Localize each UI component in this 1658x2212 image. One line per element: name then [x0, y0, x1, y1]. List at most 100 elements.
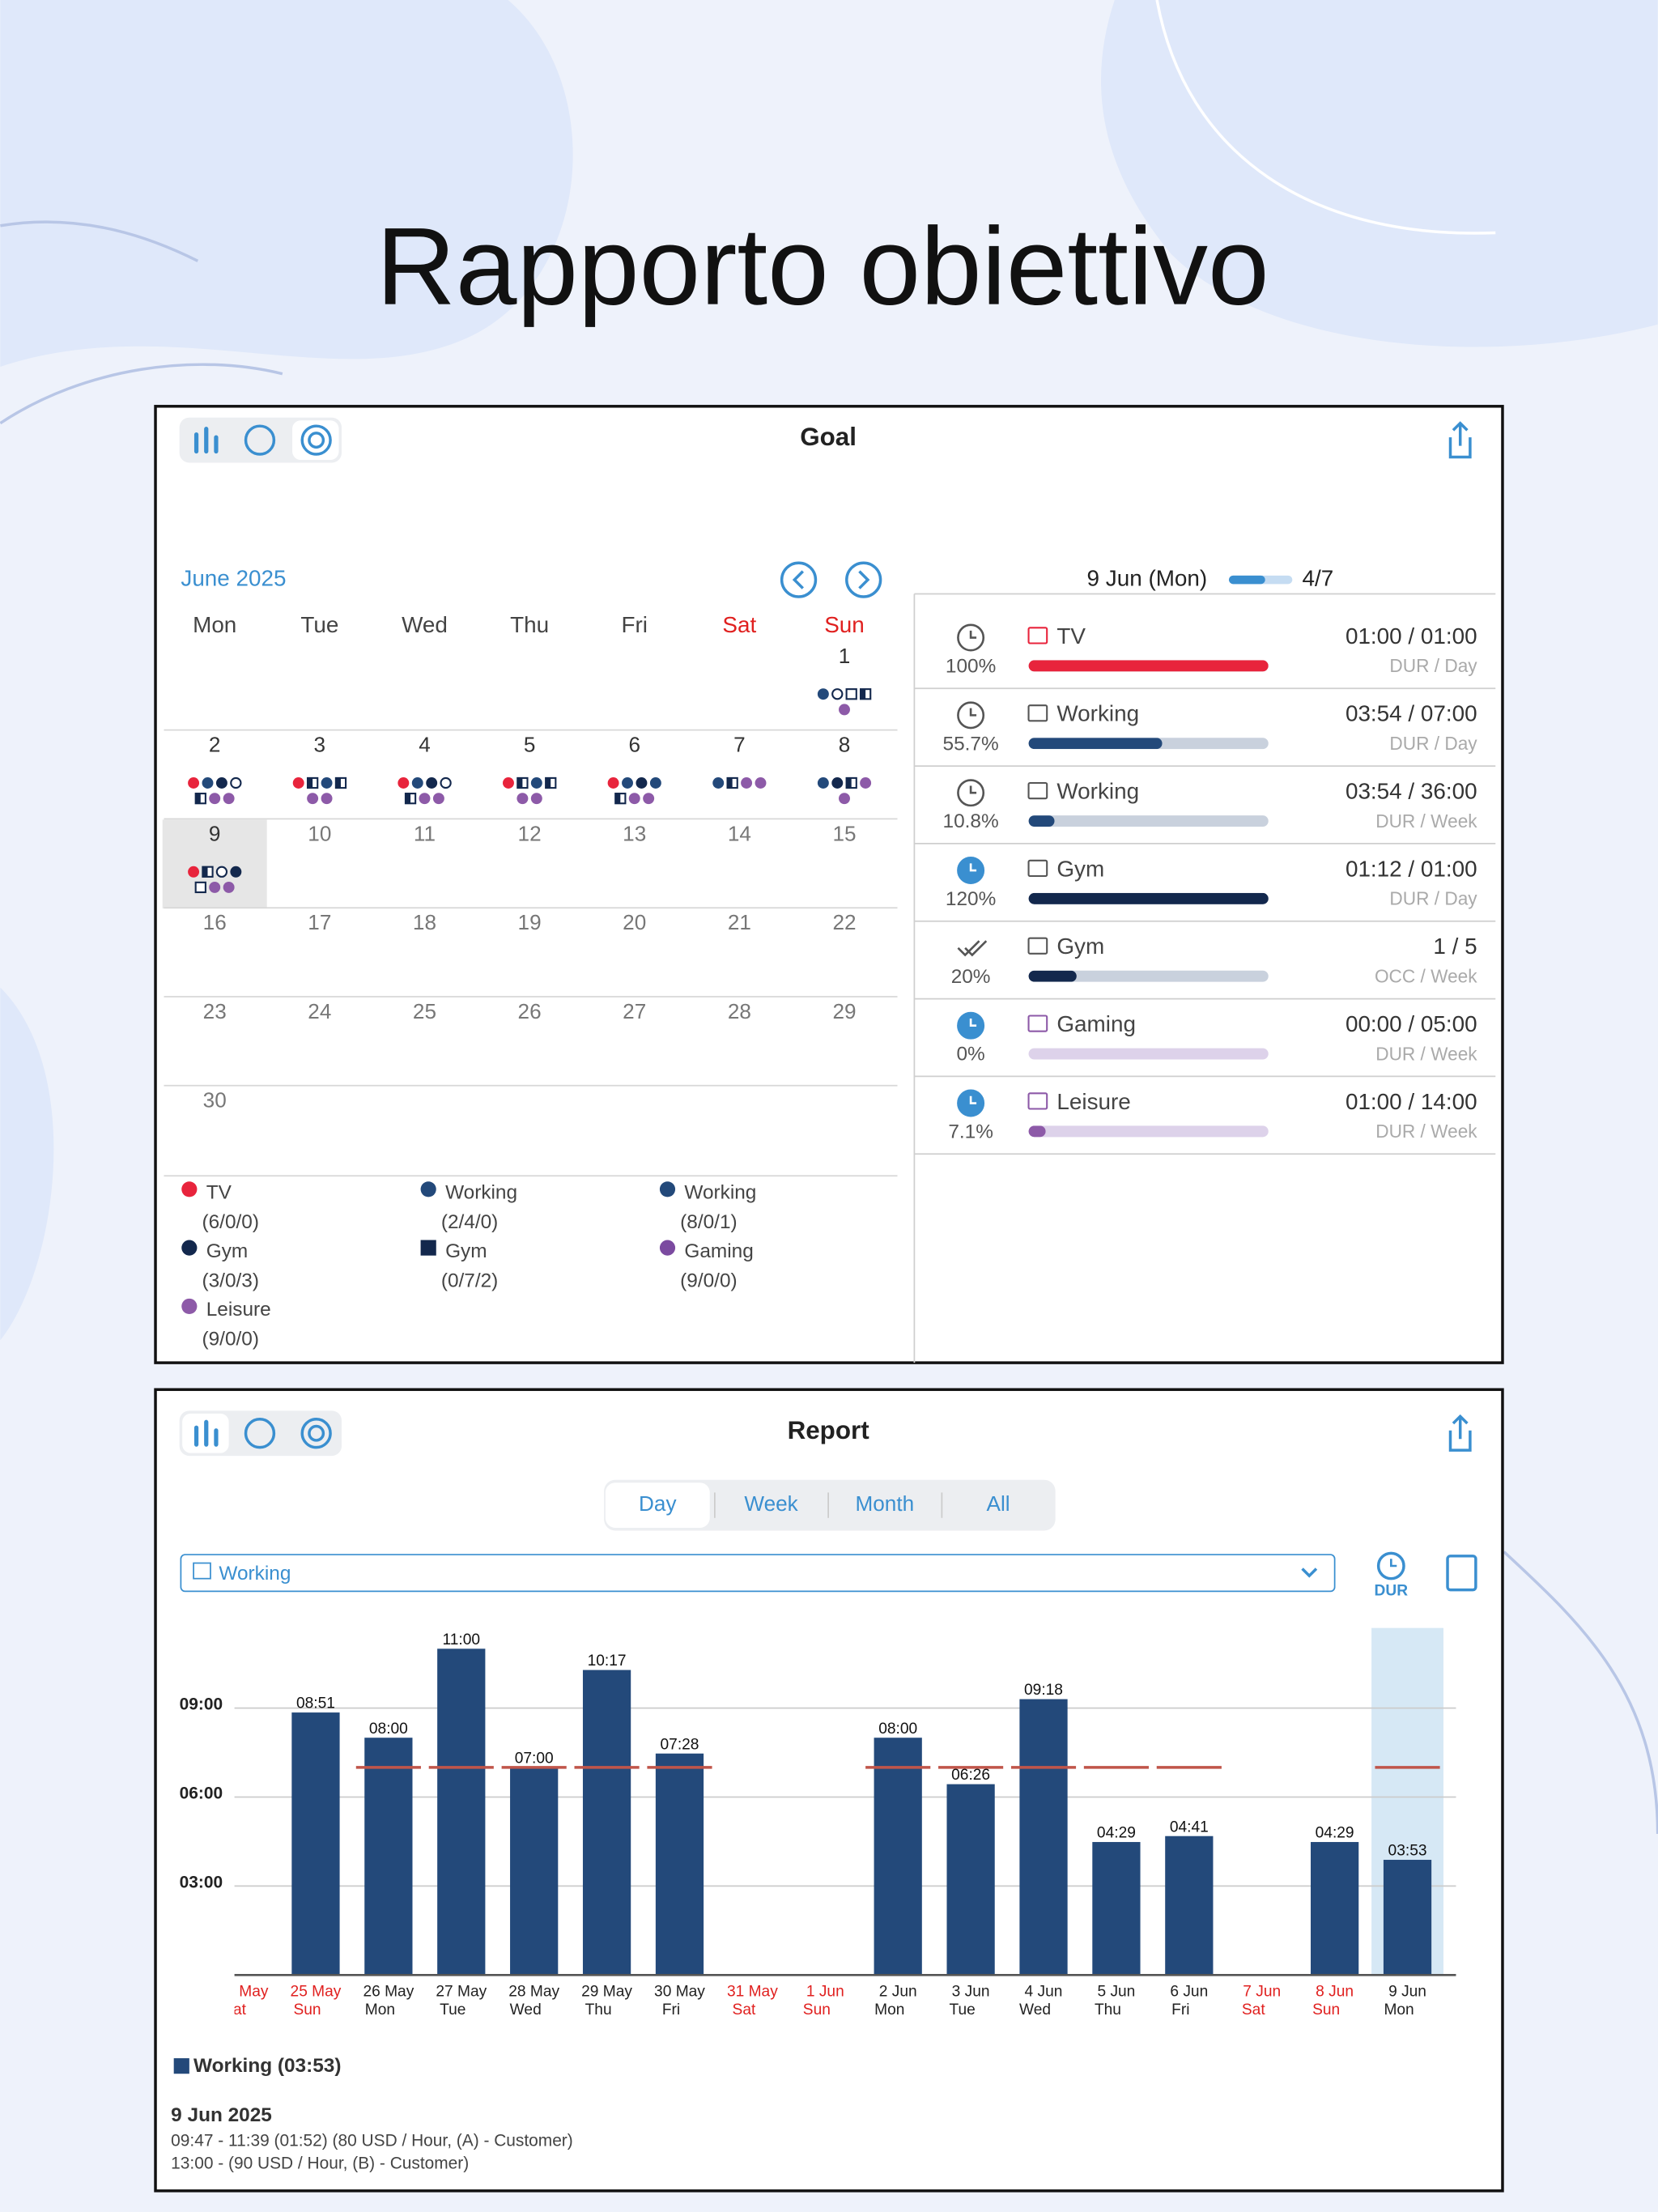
dur-icon-hands [969, 785, 977, 794]
legend-counts: (2/4/0) [441, 1211, 498, 1233]
bar [582, 1670, 631, 1976]
day-square [845, 688, 857, 700]
book-icon[interactable] [1446, 1555, 1477, 1592]
day-dot [292, 777, 304, 789]
goal-name: Gym [1056, 856, 1104, 881]
leaf [1503, 1551, 1658, 1835]
day-dot [188, 866, 200, 878]
day-dot [628, 793, 640, 805]
legend-label: Working (03:53) [193, 2055, 341, 2077]
legend-marker [181, 1240, 198, 1256]
x-tick-label: 28 May [508, 1983, 559, 2000]
dropdown-icon [193, 1562, 211, 1580]
detail-line: 09:47 - 11:39 (01:52) (80 USD / Hour, (A… [171, 2131, 573, 2150]
x-tick-label: 24 May [218, 1983, 269, 2000]
prev-month[interactable] [780, 561, 818, 598]
goal-category-icon [1027, 1015, 1048, 1032]
goal-bar [1028, 970, 1077, 982]
day-square-half [308, 777, 313, 789]
day-square-half [727, 777, 733, 789]
day-number: 23 [203, 999, 227, 1023]
bar-icon[interactable] [193, 427, 219, 454]
mode-icon[interactable] [1376, 1551, 1405, 1580]
value-label: 08:00 [878, 1721, 917, 1738]
dropdown-label: Working [219, 1563, 291, 1585]
occ-icon [957, 940, 988, 957]
curve [1155, 0, 1496, 235]
detail-line: 13:00 - (90 USD / Hour, (B) - Customer) [171, 2154, 469, 2172]
x-tick-weekday: Thu [1095, 2001, 1121, 2018]
day-dot [741, 777, 753, 789]
share-icon[interactable] [1448, 421, 1472, 459]
weekday-label: Tue [300, 612, 338, 637]
legend-counts: (9/0/0) [680, 1270, 737, 1291]
dur-icon-hands [969, 1095, 977, 1104]
x-tick-label: 7 Jun [1243, 1983, 1281, 2000]
bar-icon[interactable] [193, 1419, 219, 1447]
tab-selected [605, 1482, 710, 1528]
day-number: 27 [623, 999, 646, 1023]
legend-counts: (3/0/3) [202, 1270, 259, 1291]
day-number: 24 [308, 999, 331, 1023]
pie-icon[interactable] [244, 424, 276, 456]
goal-category-icon [1027, 627, 1048, 644]
bar [946, 1784, 995, 1976]
bar [364, 1738, 413, 1976]
goal-percent: 100% [946, 656, 996, 678]
plot-area: 08:51 08:00 11:00 07:00 10:17 07:28 08:00 06:26… [218, 1631, 1440, 2018]
weekday-label: Wed [402, 612, 448, 637]
x-tick-label: 2 Jun [879, 1983, 917, 2000]
day-number: 9 [209, 821, 221, 845]
goal-unit: DUR / Day [1389, 733, 1477, 754]
day-dot [188, 777, 200, 789]
dur-icon-hands [969, 708, 977, 717]
share-icon[interactable] [1448, 1414, 1472, 1452]
day-number: 20 [623, 910, 646, 934]
day-dot [230, 866, 242, 878]
x-tick-weekday: Fri [1171, 2001, 1189, 2018]
month-label: June 2025 [181, 565, 286, 590]
day-dot [530, 793, 542, 805]
day-number: 6 [628, 733, 640, 757]
panel-title: Report [788, 1416, 870, 1444]
target-icon[interactable] [300, 1418, 332, 1449]
goal-bar [1028, 815, 1055, 827]
panel-frame [154, 405, 1504, 1364]
bar [437, 1648, 486, 1976]
goal-value: 01:00 / 14:00 [1346, 1089, 1477, 1114]
x-tick-label: 4 Jun [1025, 1983, 1063, 2000]
goal-percent: 55.7% [943, 733, 999, 755]
weekday-label: Fri [621, 612, 648, 637]
legend-name: TV [206, 1181, 232, 1203]
day-square-half [546, 777, 551, 789]
y-tick-label: 09:00 [180, 1695, 223, 1714]
day-number: 26 [518, 999, 542, 1023]
goal-name: Working [1056, 779, 1139, 804]
day-dot [817, 777, 829, 789]
dur-icon [957, 623, 985, 652]
value-label: 08:00 [369, 1721, 408, 1738]
x-tick-label: 3 Jun [952, 1983, 990, 2000]
goal-percent: 0% [956, 1044, 984, 1066]
dropdown[interactable] [180, 1554, 1336, 1593]
x-tick-label: 9 Jun [1388, 1983, 1426, 2000]
day-dot [223, 881, 235, 893]
mode-icon-hands [1390, 1559, 1397, 1568]
pie-icon[interactable] [244, 1418, 276, 1449]
target-icon-inner [308, 432, 325, 449]
goal-name: TV [1056, 623, 1086, 649]
summary-bar [1228, 575, 1265, 585]
day-dot [307, 793, 319, 805]
day-dot [607, 777, 619, 789]
x-tick-weekday: Sun [1312, 2001, 1340, 2018]
day-dot [321, 777, 333, 789]
goal-value: 00:00 / 05:00 [1346, 1011, 1477, 1036]
x-tick-label: 26 May [363, 1983, 414, 2000]
legend-marker [181, 1298, 198, 1314]
day-dot [321, 793, 333, 805]
day-dot [622, 777, 633, 789]
goal-track [1028, 970, 1269, 982]
y-tick-label: 06:00 [180, 1784, 223, 1803]
target-icon[interactable] [300, 424, 332, 456]
next-month[interactable] [845, 561, 882, 598]
